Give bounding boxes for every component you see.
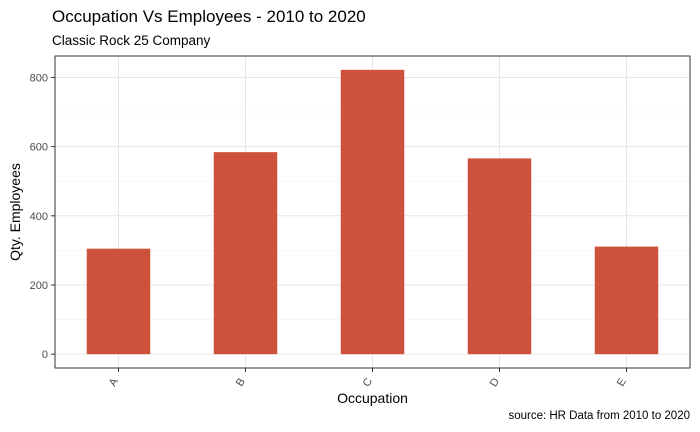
x-tick-label: E xyxy=(615,376,629,388)
y-tick-label: 400 xyxy=(30,211,48,223)
y-tick-label: 600 xyxy=(30,142,48,154)
x-axis-title: Occupation xyxy=(337,390,408,406)
bar-C xyxy=(340,69,405,355)
x-tick-label: C xyxy=(361,376,375,389)
bar-B xyxy=(213,152,278,355)
chart-caption: source: HR Data from 2010 to 2020 xyxy=(508,410,690,422)
chart-subtitle: Classic Rock 25 Company xyxy=(52,33,211,48)
y-tick-label: 800 xyxy=(30,72,48,84)
chart-title: Occupation Vs Employees - 2010 to 2020 xyxy=(52,7,366,26)
y-axis-title: Qty. Employees xyxy=(7,163,23,261)
y-axis-ticks: 0 200 400 600 800 xyxy=(30,72,55,361)
bars xyxy=(86,69,659,355)
bar-A xyxy=(86,248,151,355)
y-tick-label: 200 xyxy=(30,280,48,292)
x-axis-ticks: A B C D E xyxy=(107,368,629,389)
x-tick-label: B xyxy=(234,376,248,388)
x-tick-label: D xyxy=(488,376,502,389)
bar-E xyxy=(594,246,659,355)
x-tick-label: A xyxy=(107,376,121,389)
y-tick-label: 0 xyxy=(42,349,48,361)
bar-D xyxy=(467,158,532,355)
